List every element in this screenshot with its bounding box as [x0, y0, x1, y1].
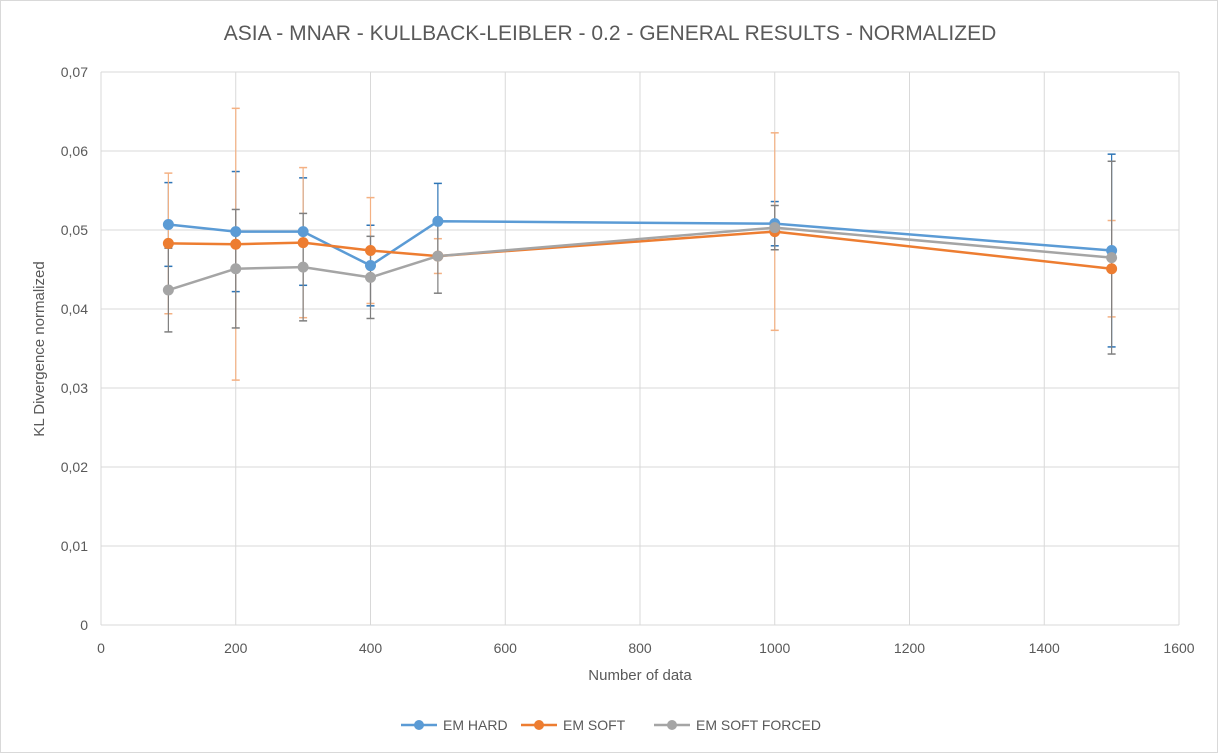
data-point-em-soft-forced-0 [162, 284, 174, 296]
chart-title: ASIA - MNAR - KULLBACK-LEIBLER - 0.2 - G… [224, 22, 997, 45]
y-axis-title: KL Divergence normalized [31, 261, 48, 436]
x-tick-label-5: 1000 [759, 640, 790, 656]
data-point-em-hard-0 [162, 218, 174, 230]
y-tick-label-5: 0,05 [61, 222, 88, 238]
data-point-em-hard-3 [365, 260, 376, 272]
x-tick-label-7: 1400 [1029, 640, 1060, 656]
legend-entry-em-soft: EM SOFT [521, 717, 626, 733]
data-point-em-soft-forced-3 [365, 271, 376, 283]
data-point-em-soft-forced-5 [769, 222, 781, 234]
legend-entry-em-soft-forced: EM SOFT FORCED [654, 717, 821, 733]
y-tick-label-7: 0,07 [61, 64, 88, 80]
x-tick-label-6: 1200 [894, 640, 925, 656]
data-point-em-soft-forced-4 [432, 250, 444, 262]
data-point-em-soft-forced-6 [1106, 252, 1118, 264]
data-point-em-soft-2 [297, 237, 309, 249]
data-point-em-hard-1 [230, 226, 242, 238]
legend: EM HARD EM SOFT EM SOFT FORCED [401, 717, 821, 733]
legend-label-em-hard: EM HARD [443, 717, 508, 733]
x-tick-label-4: 800 [628, 640, 652, 656]
legend-marker-em-soft-forced [667, 720, 677, 730]
data-point-em-hard-4 [432, 215, 444, 227]
data-point-em-soft-3 [365, 245, 376, 257]
legend-marker-em-soft [534, 720, 544, 730]
y-tick-label-3: 0,03 [61, 380, 88, 396]
data-point-em-soft-1 [230, 238, 242, 250]
x-tick-label-1: 200 [224, 640, 248, 656]
x-tick-label-8: 1600 [1163, 640, 1194, 656]
data-point-em-soft-forced-2 [297, 261, 309, 273]
y-tick-label-1: 0,01 [61, 538, 88, 554]
legend-entry-em-hard: EM HARD [401, 717, 508, 733]
x-axis-tick-labels: 0 200 400 600 800 1000 1200 1400 1600 [97, 640, 1195, 656]
x-tick-label-2: 400 [359, 640, 383, 656]
x-tick-label-0: 0 [97, 640, 105, 656]
data-point-em-soft-forced-1 [230, 263, 242, 275]
data-point-em-soft-6 [1106, 263, 1118, 275]
series-markers [162, 215, 1118, 296]
x-axis-title: Number of data [588, 667, 692, 684]
y-tick-label-6: 0,06 [61, 143, 88, 159]
y-tick-label-2: 0,02 [61, 459, 88, 475]
legend-label-em-soft: EM SOFT [563, 717, 626, 733]
gridlines [100, 71, 1180, 626]
x-tick-label-3: 600 [494, 640, 518, 656]
y-axis-tick-labels: 0 0,01 0,02 0,03 0,04 0,05 0,06 0,07 [61, 64, 88, 633]
data-point-em-soft-0 [162, 237, 174, 249]
y-tick-label-4: 0,04 [61, 301, 88, 317]
data-point-em-hard-2 [297, 226, 309, 238]
legend-marker-em-hard [414, 720, 424, 730]
y-tick-label-0: 0 [80, 617, 88, 633]
legend-label-em-soft-forced: EM SOFT FORCED [696, 717, 821, 733]
